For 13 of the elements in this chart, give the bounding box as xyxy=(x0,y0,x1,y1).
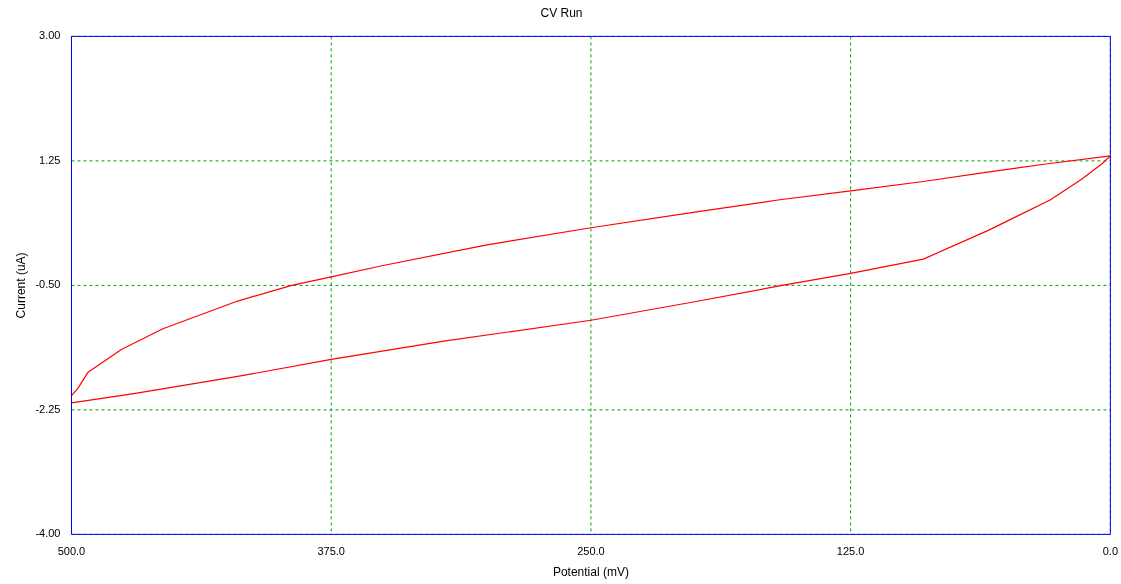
y-tick-label: -4.00 xyxy=(35,527,61,540)
x-tick-label: 250.0 xyxy=(577,545,605,558)
x-tick-label: 500.0 xyxy=(57,545,86,558)
x-axis-title: Potential (mV) xyxy=(552,565,629,580)
y-tick-label: 3.00 xyxy=(39,29,61,42)
y-tick-label: -2.25 xyxy=(35,402,61,415)
x-tick-label: 0.0 xyxy=(1102,545,1118,558)
y-tick-label: 1.25 xyxy=(39,153,61,166)
x-tick-label: 375.0 xyxy=(317,545,345,558)
chart-title: CV Run xyxy=(540,5,583,20)
y-axis-title: Current (uA) xyxy=(13,252,28,319)
y-tick-label: -0.50 xyxy=(35,278,61,291)
x-tick-label: 125.0 xyxy=(836,545,865,558)
